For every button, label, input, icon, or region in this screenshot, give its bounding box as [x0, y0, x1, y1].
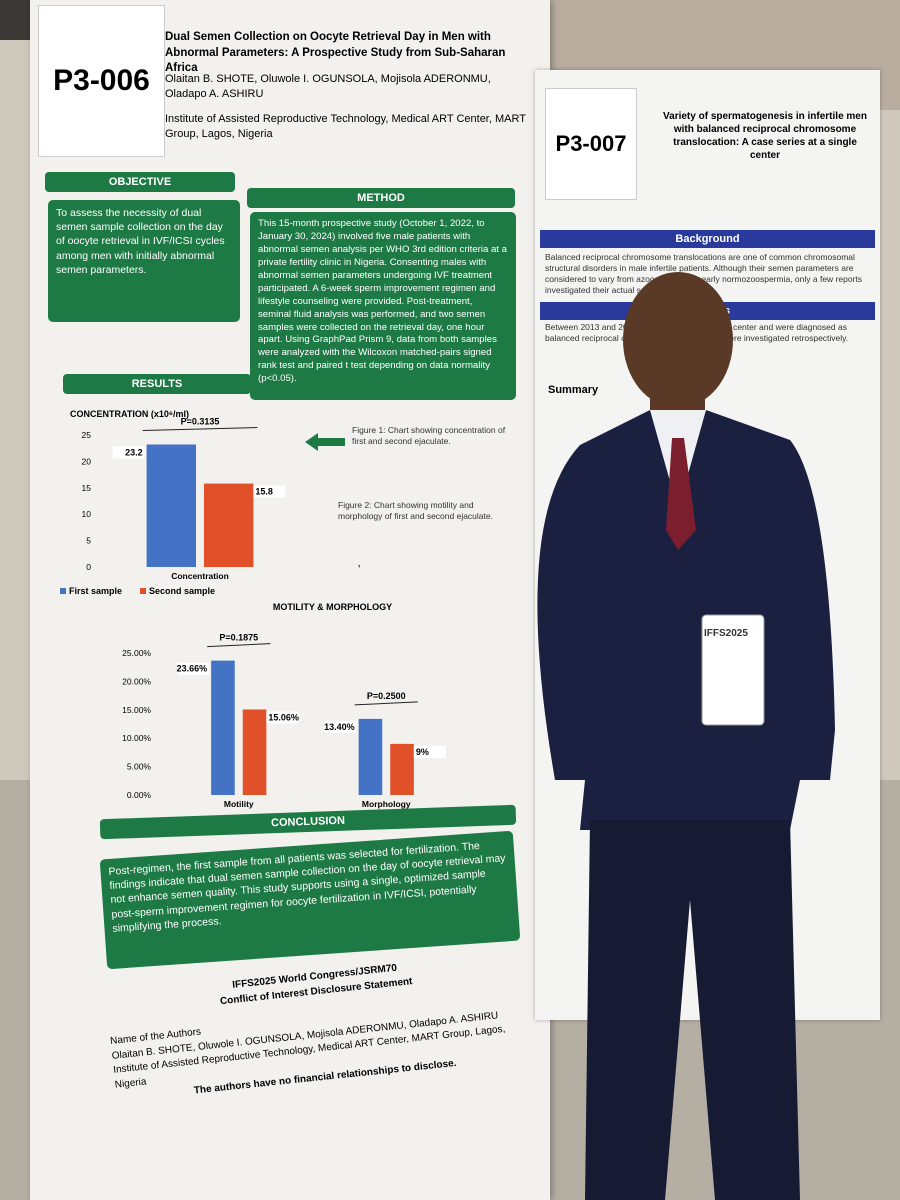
motility-chart: MOTILITY & MORPHOLOGY 0.00% 5.00% 10.00% 15.…	[122, 602, 446, 809]
legend-label: First sample	[69, 586, 122, 596]
y-tick-label: 15.00%	[122, 705, 151, 715]
value-label: 15.8	[255, 487, 273, 497]
label-bg	[413, 745, 446, 758]
bar	[242, 709, 267, 795]
p-value: P=0.1875	[219, 633, 258, 643]
poster-affiliation: Institute of Assisted Reproductive Techn…	[165, 113, 526, 140]
bar	[211, 660, 235, 795]
p-bracket	[207, 643, 271, 648]
objective-heading: OBJECTIVE	[45, 172, 235, 192]
chart-title: MOTILITY & MORPHOLOGY	[273, 602, 392, 612]
y-tick-label: 5.00%	[127, 762, 152, 772]
p-value: P=0.2500	[367, 691, 406, 701]
legend-swatch	[140, 588, 146, 594]
x-tick-label: Motility	[224, 799, 254, 809]
poster-id: P3-006	[38, 5, 165, 157]
y-tick-label: 20	[82, 456, 92, 466]
method-text: This 15-month prospective study (October…	[250, 212, 516, 400]
poster-right-id: P3-007	[545, 88, 637, 200]
value-label: 23.2	[125, 448, 143, 458]
figure2-caption: Figure 2: Chart showing motility and mor…	[338, 500, 493, 522]
y-tick-label: 10.00%	[122, 733, 151, 743]
p-bracket	[354, 701, 418, 706]
label-bg	[266, 711, 299, 724]
person	[537, 272, 835, 1200]
label-bg	[253, 485, 286, 498]
arrows	[305, 433, 360, 569]
results-heading: RESULTS	[63, 374, 251, 394]
poster-title: Dual Semen Collection on Oocyte Retrieva…	[165, 31, 506, 75]
legend-label: Second sample	[149, 586, 215, 596]
legend-swatch	[60, 588, 66, 594]
label-bg	[324, 720, 357, 733]
p-bracket	[142, 427, 258, 432]
y-tick-label: 25.00%	[122, 648, 151, 658]
value-label: 23.66%	[177, 664, 208, 674]
poster-right-title: Variety of spermatogenesis in infertile …	[663, 111, 867, 161]
y-tick-label: 10	[82, 509, 92, 519]
y-tick-label: 0.00%	[127, 790, 152, 800]
figure1-caption: Figure 1: Chart showing concentration of…	[352, 425, 506, 447]
y-tick-label: 15	[82, 483, 92, 493]
method-heading: METHOD	[247, 188, 515, 208]
y-tick-label: 5	[86, 536, 91, 546]
bar	[358, 718, 383, 795]
value-label: 15.06%	[268, 712, 299, 722]
value-label: 9%	[416, 747, 429, 757]
background-text: Balanced reciprocal chromosome transloca…	[545, 252, 863, 296]
p-value: P=0.3135	[181, 417, 220, 427]
value-label: 13.40%	[324, 722, 355, 732]
background-heading: Background	[540, 230, 875, 248]
y-tick-label: 20.00%	[122, 676, 151, 686]
x-tick-label: Concentration	[171, 571, 229, 581]
x-tick-label: Morphology	[362, 799, 411, 809]
badge-text: IFFS2025	[704, 628, 748, 639]
objective-text: To assess the necessity of dual semen sa…	[48, 200, 240, 322]
bar	[204, 483, 254, 567]
label-bg	[177, 662, 210, 675]
bar	[146, 444, 196, 567]
label-bg	[112, 446, 145, 459]
chart-title: CONCENTRATION (x10⁶/ml)	[70, 409, 189, 419]
concentration-chart: CONCENTRATION (x10⁶/ml) 0 5 10 15 20 25 23.2 15.…	[60, 409, 286, 596]
summary-heading: Summary	[548, 384, 599, 396]
poster-authors: Olaitan B. SHOTE, Oluwole I. OGUNSOLA, M…	[165, 73, 491, 100]
bar	[390, 743, 414, 795]
y-tick-label: 25	[82, 430, 92, 440]
y-tick-label: 0	[86, 562, 91, 572]
